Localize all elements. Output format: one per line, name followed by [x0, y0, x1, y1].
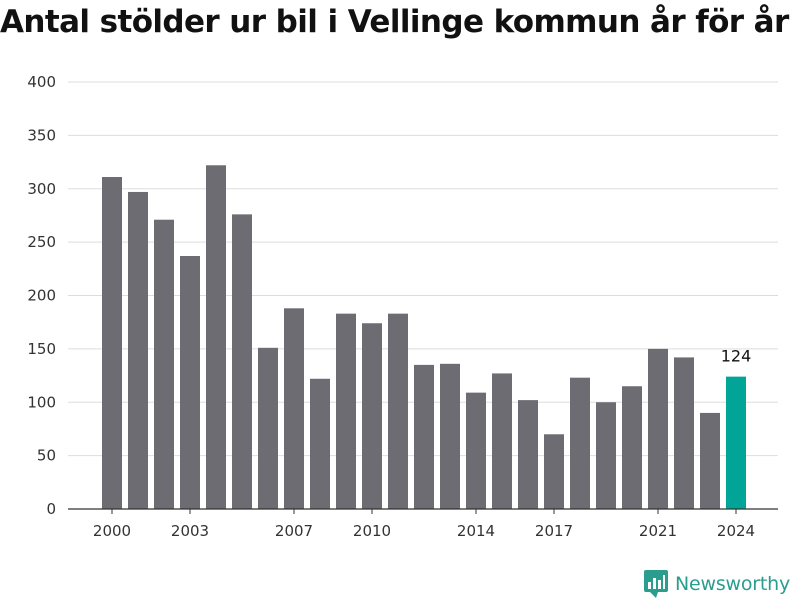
y-tick-label: 0 — [46, 500, 56, 518]
brand-name: Newsworthy — [675, 573, 791, 595]
y-tick-label: 150 — [27, 340, 56, 358]
bar-2008 — [310, 378, 330, 509]
x-tick-label: 2024 — [717, 522, 755, 540]
bar-2017 — [544, 434, 564, 509]
bar-2011 — [388, 313, 408, 509]
bar-2021 — [648, 348, 668, 509]
y-tick-label: 400 — [27, 73, 56, 91]
bar-2023 — [700, 412, 720, 509]
y-tick-label: 200 — [27, 287, 56, 305]
bar-2018 — [570, 377, 590, 509]
bar-2007 — [284, 308, 304, 509]
bar-2015 — [492, 373, 512, 509]
x-tick-label: 2010 — [353, 522, 391, 540]
data-labels: 124 — [721, 347, 752, 366]
x-tick-label: 2000 — [93, 522, 131, 540]
x-tick-label: 2017 — [535, 522, 573, 540]
y-tick-label: 250 — [27, 233, 56, 251]
x-tick-label: 2007 — [275, 522, 313, 540]
bar-2014 — [466, 392, 486, 509]
bar-2006 — [258, 347, 278, 509]
y-tick-label: 350 — [27, 126, 56, 144]
data-label-2024: 124 — [721, 347, 752, 366]
bar-2005 — [232, 214, 252, 509]
bar-2016 — [518, 400, 538, 509]
bar-2012 — [414, 364, 434, 509]
bar-2003 — [180, 256, 200, 509]
x-tick-label: 2021 — [639, 522, 677, 540]
bar-2004 — [206, 165, 226, 509]
bar-2000 — [102, 177, 122, 509]
bar-2019 — [596, 402, 616, 509]
y-tick-label: 50 — [37, 447, 56, 465]
y-axis-ticks: 0 50 100 150 200 250 300 350 400 — [27, 73, 56, 518]
newsworthy-logo: Newsworthy — [644, 568, 790, 600]
newsworthy-chart-icon — [644, 570, 668, 598]
bar-chart: 0 50 100 150 200 250 300 350 400 2000 2003 2007 201… — [27, 73, 778, 540]
y-tick-label: 300 — [27, 180, 56, 198]
chart-title: Antal stölder ur bil i Vellinge kommun å… — [0, 4, 789, 40]
bar-2024 — [726, 376, 746, 509]
bars — [102, 165, 746, 509]
bar-2002 — [154, 219, 174, 509]
bar-2020 — [622, 386, 642, 509]
bar-2009 — [336, 313, 356, 509]
bar-2013 — [440, 363, 460, 509]
bar-2010 — [362, 323, 382, 509]
x-axis-ticks: 2000 2003 2007 2010 2014 2017 2021 2024 — [93, 509, 755, 540]
y-tick-label: 100 — [27, 393, 56, 411]
x-tick-label: 2014 — [457, 522, 495, 540]
bar-2001 — [128, 191, 148, 509]
bar-2022 — [674, 357, 694, 509]
x-tick-label: 2003 — [171, 522, 209, 540]
